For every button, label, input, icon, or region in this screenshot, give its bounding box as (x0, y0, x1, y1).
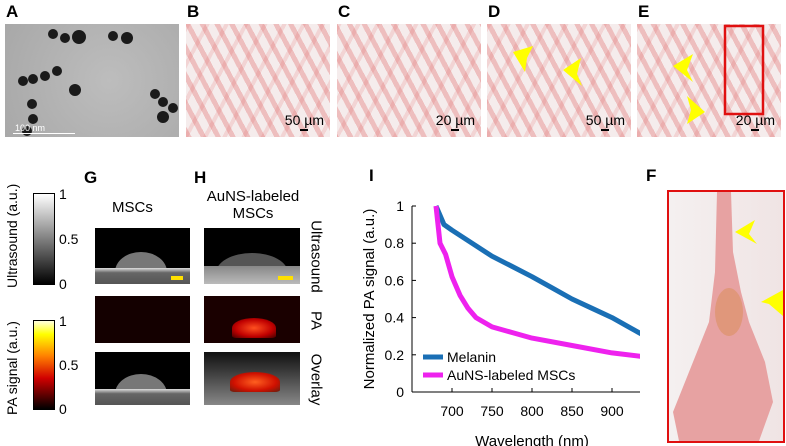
scale-bar: 20 µm (436, 112, 475, 131)
arrowheads (673, 24, 765, 124)
panel-label-d: D (488, 2, 501, 21)
pa-colorbar-label: PA signal (a.u.) (4, 321, 20, 415)
highlight-box (723, 24, 765, 116)
x-tick-label: 900 (600, 403, 624, 419)
cell-image-b: 50 µm (186, 24, 330, 137)
arrowhead-icon (687, 96, 705, 124)
column-title-auns-mscs: AuNS-labeled MSCs (206, 188, 300, 222)
y-tick-label: 0.4 (385, 310, 405, 326)
scale-bar-label: 100 nm (15, 123, 46, 133)
g-overlay-image (95, 352, 190, 405)
y-tick-label: 0.2 (385, 347, 405, 363)
h-ultrasound-image (204, 228, 300, 284)
cell-image-f (667, 190, 785, 443)
tem-image: 100 nm (5, 24, 179, 137)
h-overlay-image (204, 352, 300, 405)
x-tick-label: 850 (560, 403, 584, 419)
y-tick-label: 0 (396, 384, 404, 400)
cell-drawing (673, 192, 783, 441)
h-pa-image (204, 296, 300, 343)
cell-image-d: 50 µm (487, 24, 631, 137)
row-label-overlay: Overlay (307, 353, 325, 406)
scale-bar: 20 µm (736, 112, 775, 131)
x-tick-label: 700 (440, 403, 464, 419)
legend-label: AuNS-labeled MSCs (447, 367, 575, 383)
scale-bar-label: 50 µm (284, 112, 324, 128)
series-line-melanin (433, 205, 640, 337)
arrowhead-icon (761, 290, 783, 316)
legend-label: Melanin (447, 349, 496, 365)
scale-bar (13, 133, 75, 134)
scale-bar-label: 50 µm (585, 112, 625, 128)
colorbar-tick: 0 (59, 401, 67, 417)
colorbar-tick: 0.5 (59, 231, 79, 247)
row-label-ultrasound: Ultrasound (307, 220, 325, 293)
panel-label-c: C (338, 2, 351, 21)
x-axis-label: Wavelength (nm) (475, 433, 589, 446)
g-pa-image (95, 296, 190, 343)
x-tick-label: 750 (480, 403, 504, 419)
scale-bar-label: 20 µm (435, 112, 475, 128)
series-line-auns-mscs (433, 205, 640, 359)
panel-label-g: G (84, 168, 98, 187)
scale-bar (278, 276, 293, 280)
arrowhead-icon (563, 58, 582, 86)
x-tick-label: 800 (520, 403, 544, 419)
colorbar-tick: 1 (59, 313, 67, 329)
panel-label-f: F (646, 166, 657, 185)
scale-bar: 50 µm (586, 112, 625, 131)
panel-label-b: B (187, 2, 200, 21)
scale-bar (171, 276, 183, 280)
y-tick-label: 1 (396, 198, 404, 214)
pa-colorbar (33, 320, 55, 410)
nanoparticles (18, 29, 178, 136)
panel-label-h: H (194, 168, 207, 187)
ultrasound-colorbar-label: Ultrasound (a.u.) (4, 183, 20, 288)
cell-image-c: 20 µm (337, 24, 481, 137)
g-ultrasound-image (95, 228, 190, 284)
ultrasound-colorbar (33, 193, 55, 285)
colorbar-tick: 0.5 (59, 357, 79, 373)
colorbar-tick: 1 (59, 186, 67, 202)
pa-spectrum-chart: 00.20.40.60.81700750800850900950Waveleng… (361, 198, 640, 446)
row-label-pa: PA (307, 311, 325, 330)
arrowhead-icon (513, 46, 533, 72)
y-axis-label: Normalized PA signal (a.u.) (361, 209, 378, 390)
scale-bar-label: 20 µm (735, 112, 775, 128)
cell-image-e: 20 µm (637, 24, 781, 137)
column-title-mscs: MSCs (112, 199, 153, 216)
arrowheads (513, 46, 582, 86)
panel-label-a: A (6, 2, 19, 21)
panel-label-i: I (369, 166, 374, 185)
panel-label-e: E (638, 2, 650, 21)
arrowhead-icon (673, 54, 693, 82)
y-tick-label: 0.6 (385, 272, 405, 288)
arrowhead-icon (735, 220, 757, 244)
colorbar-tick: 0 (59, 276, 67, 292)
y-tick-label: 0.8 (385, 235, 405, 251)
scale-bar: 50 µm (285, 112, 324, 131)
